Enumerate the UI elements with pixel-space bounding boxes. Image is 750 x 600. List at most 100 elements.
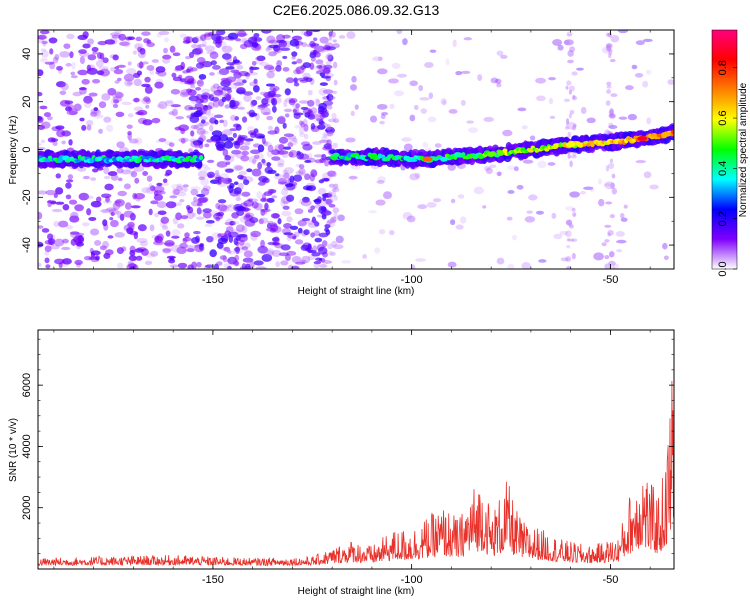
colorbar-tick-label: 0.8	[717, 60, 729, 75]
spectrogram-noise-cell	[268, 44, 279, 49]
spectrogram-noise-cell	[229, 128, 239, 132]
spectrogram-noise-cell	[227, 231, 239, 238]
spectrogram-noise-cell	[279, 115, 285, 119]
spectrogram-noise-cell	[606, 44, 611, 52]
spectrogram-noise-cell	[54, 238, 65, 247]
spectrogram-noise-cell	[565, 219, 573, 226]
spectrogram-noise-cell	[241, 263, 247, 269]
spectrogram-noise-cell	[75, 241, 84, 247]
spectrogram-noise-cell	[378, 229, 386, 235]
spectrogram-noise-cell	[256, 55, 266, 62]
spectrogram-noise-cell	[156, 182, 163, 187]
spectrogram-noise-cell	[213, 263, 220, 269]
spectrogram-noise-cell	[44, 245, 52, 253]
spectrogram-panel: -150 -100 -50 -40 -20 0 20 40 Height of straig…	[8, 29, 675, 297]
spectrogram-noise-cell	[535, 77, 547, 84]
spectrogram-noise-cell	[565, 118, 570, 125]
spectrogram-noise-cell	[139, 61, 144, 69]
spectrogram-noise-cell	[238, 70, 249, 77]
x-tick-label: -150	[202, 574, 224, 586]
spectrogram-noise-cell	[177, 262, 188, 269]
spectrogram-noise-cell	[164, 140, 172, 146]
spectrogram-noise-cell	[278, 40, 288, 48]
spectrogram-noise-cell	[318, 120, 325, 125]
spectrogram-noise-cell	[242, 206, 250, 213]
spectrogram-noise-cell	[197, 44, 202, 53]
spectrogram-noise-cell	[186, 211, 195, 220]
spectrogram-noise-cell	[295, 66, 305, 75]
spectrogram-noise-cell	[123, 183, 131, 190]
spectrogram-noise-cell	[282, 122, 287, 129]
spectrogram-noise-cell	[127, 113, 134, 118]
spectrogram-noise-cell	[238, 239, 245, 246]
spectrogram-noise-cell	[82, 175, 90, 180]
spectrogram-noise-cell	[322, 251, 328, 258]
colorbar: 0.0 0.2 0.4 0.6 0.8 Normalized spectral ampl…	[711, 29, 749, 277]
spectrogram-noise-cell	[607, 229, 614, 236]
spectrogram-noise-cell	[345, 137, 356, 143]
spectrogram-noise-cell	[332, 43, 340, 49]
spectrogram-noise-cell	[113, 69, 124, 75]
spectrogram-noise-cell	[237, 174, 244, 180]
spectrogram-noise-cell	[419, 97, 430, 101]
spectrogram-noise-cell	[139, 240, 148, 247]
spectrogram-noise-cell	[217, 199, 227, 204]
spectrogram-noise-cell	[175, 185, 184, 192]
spectrogram-noise-cell	[59, 99, 71, 107]
spectrogram-noise-cell	[164, 101, 174, 107]
spectrogram-noise-cell	[560, 257, 569, 262]
spectrogram-noise-cell	[134, 177, 140, 184]
spectrogram-noise-cell	[65, 179, 74, 183]
spectrogram-noise-cell	[192, 37, 199, 44]
spectrogram-noise-cell	[44, 250, 50, 256]
spectrogram-noise-cell	[571, 252, 576, 260]
spectrogram-noise-cell	[172, 76, 182, 82]
spectrogram-noise-cell	[442, 99, 447, 106]
spectrogram-noise-cell	[218, 134, 229, 142]
spectrogram-noise-cell	[307, 208, 313, 213]
spectrogram-noise-cell	[291, 104, 301, 108]
spectrogram-noise-cell	[314, 51, 321, 58]
colorbar-ticks: 0.0 0.2 0.4 0.6 0.8	[717, 60, 737, 277]
spectrogram-noise-cell	[38, 91, 43, 97]
spectrogram-noise-cell	[41, 228, 50, 233]
spectrogram-noise-cell	[236, 89, 245, 94]
spectrogram-noise-cell	[256, 190, 263, 199]
spectrogram-noise-cell	[274, 243, 284, 249]
spectrogram-noise-cell	[243, 91, 254, 96]
spectrogram-noise-cell	[171, 244, 183, 253]
spectrogram-noise-cell	[209, 51, 219, 59]
spectrogram-noise-cell	[538, 259, 547, 263]
spectrogram-noise-cell	[249, 132, 257, 138]
spectrogram-noise-cell	[569, 109, 575, 115]
spectrogram-noise-cell	[294, 208, 304, 215]
spectrogram-noise-cell	[376, 68, 388, 75]
spectrogram-noise-cell	[105, 196, 110, 203]
x-tick-label: -100	[401, 274, 423, 286]
spectrogram-noise-cell	[263, 250, 275, 257]
spectrogram-noise-cell	[243, 200, 255, 207]
spectrogram-noise-cell	[300, 244, 310, 251]
spectrogram-noise-cell	[257, 144, 265, 153]
spectrogram-noise-cell	[119, 41, 130, 46]
spectrogram-noise-cell	[62, 238, 69, 244]
y-tick-label: 20	[21, 96, 33, 108]
spectrogram-noise-cell	[173, 188, 180, 195]
spectrogram-noise-cell	[264, 202, 269, 211]
spectrogram-noise-cell	[65, 194, 72, 200]
spectrogram-noise-cell	[55, 173, 62, 179]
spectrogram-noise-cell	[322, 172, 333, 180]
spectrogram-noise-cell	[132, 50, 138, 55]
spectrogram-noise-cell	[219, 255, 227, 260]
spectrogram-noise-cell	[126, 227, 134, 235]
spectrogram-noise-cell	[537, 160, 547, 169]
spectrogram-noise-cell	[156, 201, 167, 209]
spectrogram-noise-cell	[257, 104, 268, 108]
spectrogram-noise-cell	[642, 38, 653, 43]
spectrogram-noise-cell	[608, 162, 615, 170]
spectrogram-noise-cell	[280, 199, 286, 207]
spectrogram-noise-cell	[198, 243, 204, 251]
spectrogram-noise-cell	[321, 260, 332, 264]
spectrogram-noise-cell	[144, 260, 153, 265]
spectrogram-noise-cell	[38, 211, 43, 220]
